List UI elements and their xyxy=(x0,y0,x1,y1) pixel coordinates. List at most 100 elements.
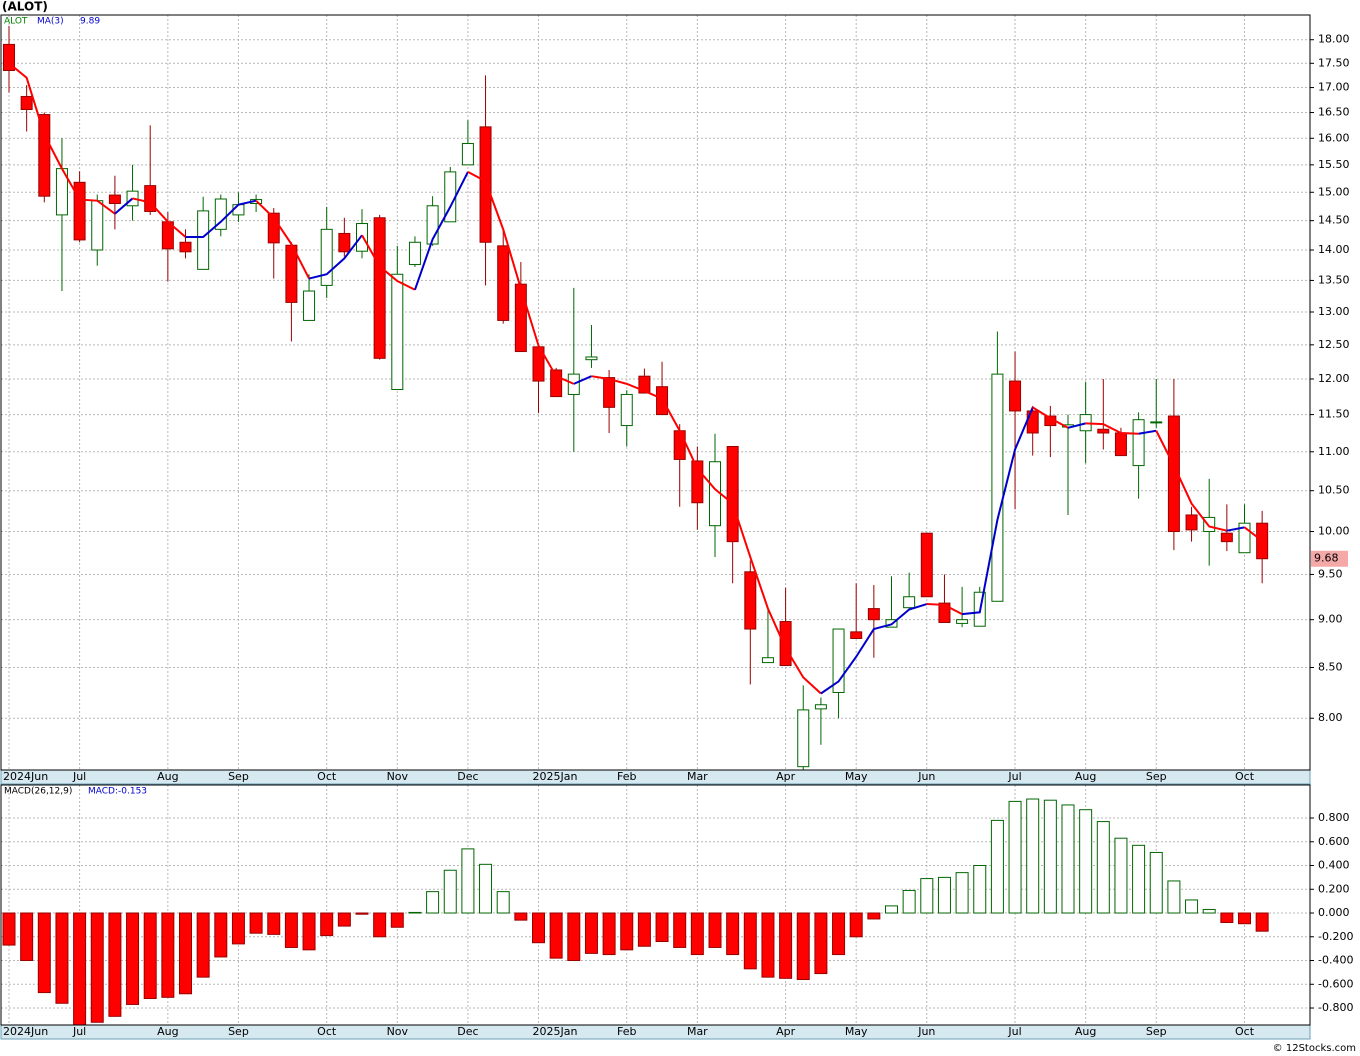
x-tick-label: Jul xyxy=(72,770,86,783)
bar xyxy=(514,912,528,921)
candle-body xyxy=(1220,532,1233,543)
y-tick-label: 10.00 xyxy=(1318,525,1350,538)
candle-body xyxy=(603,377,616,408)
ma-line xyxy=(961,406,1034,616)
candle-body xyxy=(956,619,969,624)
y-tick-label: 15.50 xyxy=(1318,158,1350,171)
ma-line xyxy=(926,603,963,616)
x-tick-label: Nov xyxy=(387,770,409,783)
ma-line xyxy=(255,199,310,280)
candle-body xyxy=(1097,428,1110,434)
candle-body xyxy=(638,375,651,394)
x-tick-label: 2025Jan xyxy=(533,770,578,783)
y-tick-label: 12.50 xyxy=(1318,338,1350,351)
bar xyxy=(249,912,263,934)
ma-line xyxy=(1138,429,1157,435)
bar xyxy=(1202,908,1216,914)
bar xyxy=(779,912,793,979)
bar xyxy=(990,819,1004,914)
ma-line xyxy=(132,197,187,238)
x-tick-label: Mar xyxy=(687,770,708,783)
candle-body xyxy=(479,126,492,243)
ma-line xyxy=(308,234,363,280)
y-tick-label: 11.00 xyxy=(1318,445,1350,458)
candle-body xyxy=(744,571,757,630)
candle-body xyxy=(550,369,563,398)
candle-body xyxy=(1114,432,1127,457)
bar xyxy=(479,863,493,914)
candle-body xyxy=(1167,415,1180,533)
bar xyxy=(496,891,510,914)
x-tick-label: Oct xyxy=(317,770,337,783)
ma-line xyxy=(1155,430,1228,532)
bar xyxy=(1220,912,1234,924)
plot-marks xyxy=(3,25,1269,770)
legend-text: MACD(26,12,9) xyxy=(4,787,72,797)
candle-body xyxy=(303,290,316,321)
x-tick-label: Jul xyxy=(1007,770,1021,783)
bar xyxy=(1008,800,1022,914)
bar xyxy=(1096,821,1110,914)
candle-body xyxy=(814,704,827,710)
candle-body xyxy=(620,393,633,427)
bar xyxy=(708,912,722,948)
bar xyxy=(832,912,846,956)
bar xyxy=(267,912,281,935)
bar xyxy=(1043,799,1057,914)
plot-area xyxy=(1,15,1310,770)
legend-symbol: ALOT xyxy=(4,17,28,27)
ma-line xyxy=(114,197,134,215)
y-tick-label: 0.800 xyxy=(1318,811,1350,824)
x-tick-label: Apr xyxy=(776,1025,796,1038)
y-tick-label: 0.600 xyxy=(1318,835,1350,848)
candle-body xyxy=(73,181,86,241)
x-tick-label: Sep xyxy=(228,770,249,783)
y-tick-label: 16.50 xyxy=(1318,106,1350,119)
x-tick-label: Aug xyxy=(157,1025,178,1038)
bar xyxy=(973,865,987,914)
candle-body xyxy=(1009,380,1022,412)
x-tick-label: Jul xyxy=(1007,1025,1021,1038)
x-tick-label: Jun xyxy=(917,770,935,783)
candle-body xyxy=(1256,522,1269,560)
candle-body xyxy=(408,241,421,265)
candle-body xyxy=(461,143,474,166)
candle-body xyxy=(179,241,192,253)
candle-body xyxy=(338,232,351,253)
candle-body xyxy=(797,709,810,768)
bar xyxy=(443,869,457,914)
ma-line xyxy=(467,171,575,385)
candle-body xyxy=(867,608,880,621)
bar xyxy=(1149,851,1163,914)
y-tick-label: 0.200 xyxy=(1318,882,1350,895)
bar xyxy=(1079,809,1093,914)
y-tick-label: -0.800 xyxy=(1318,1001,1353,1014)
bar xyxy=(214,912,228,958)
x-tick-label: Sep xyxy=(1146,770,1167,783)
candle-body xyxy=(20,95,33,110)
y-tick-label: 13.50 xyxy=(1318,273,1350,286)
y-tick-label: 14.50 xyxy=(1318,214,1350,227)
candle-body xyxy=(1238,522,1251,554)
ma-line xyxy=(361,234,416,291)
candle-body xyxy=(1203,516,1216,533)
x-tick-label: Dec xyxy=(457,770,478,783)
candle-body xyxy=(1132,419,1145,467)
candle-body xyxy=(197,210,210,270)
plot-area xyxy=(1,785,1310,1025)
x-tick-label: Aug xyxy=(1075,1025,1096,1038)
bar xyxy=(1061,804,1075,914)
x-tick-label: Dec xyxy=(457,1025,478,1038)
y-tick-label: -0.200 xyxy=(1318,930,1353,943)
x-tick-label: Sep xyxy=(1146,1025,1167,1038)
candle-body xyxy=(850,631,863,639)
candle-body xyxy=(214,198,227,230)
x-tick-label: Apr xyxy=(776,770,796,783)
price-label: 9.68 xyxy=(1314,552,1339,565)
x-tick-label: Feb xyxy=(617,1025,636,1038)
bar xyxy=(532,912,545,944)
bar xyxy=(690,912,704,956)
y-tick-label: 13.00 xyxy=(1318,305,1350,318)
x-tick-label: Oct xyxy=(1235,1025,1255,1038)
